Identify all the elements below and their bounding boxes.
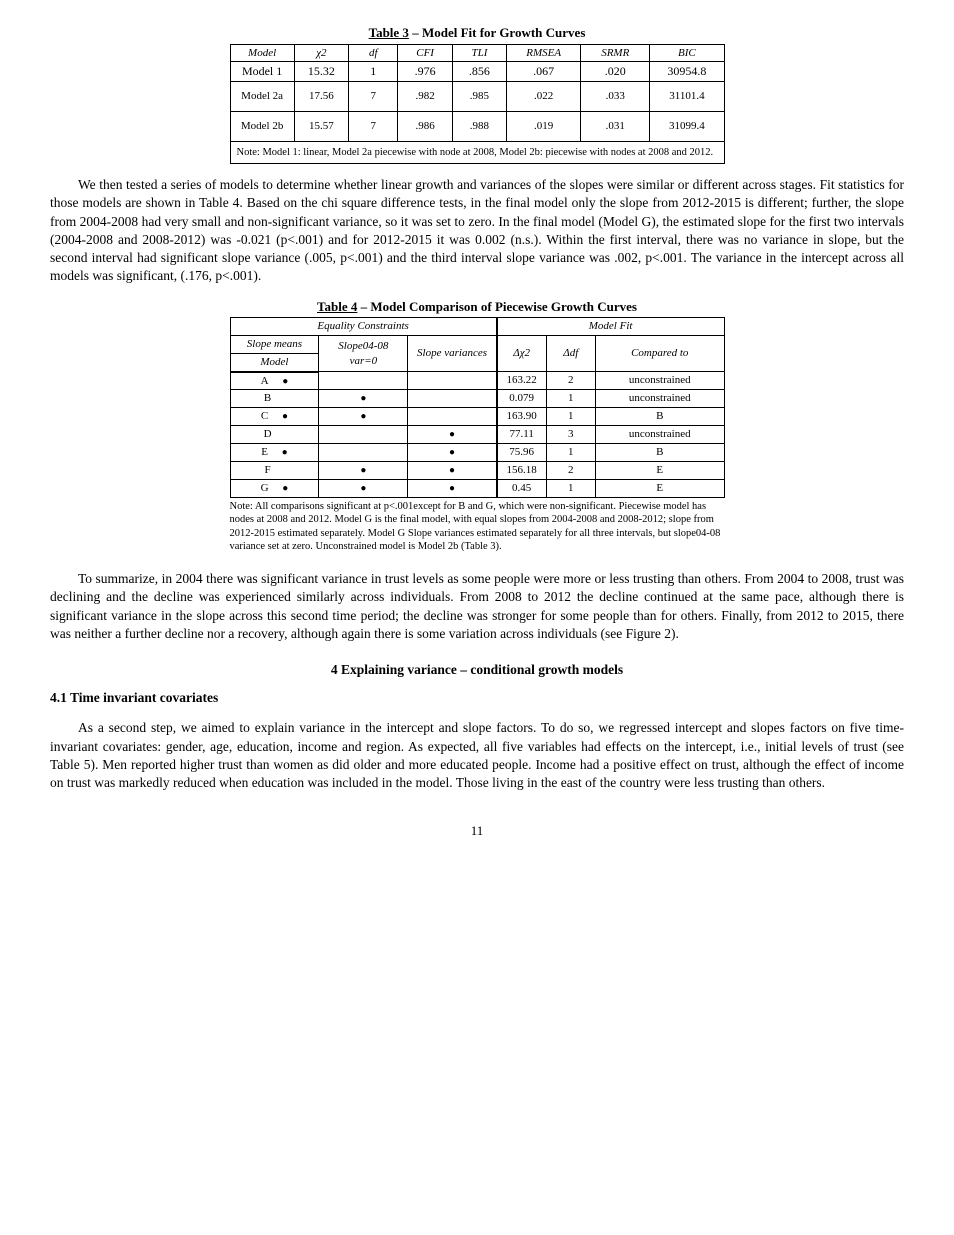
table3-row1: Model 115.321.976.856.067.02030954.8 [230, 62, 724, 81]
section-4-1-title: 4.1 Time invariant covariates [50, 689, 904, 707]
table4-sub-row1: Slope means Slope04-08 var=0 Slope varia… [230, 335, 724, 353]
t3-h3: CFI [398, 44, 452, 62]
t4-sr0: Δχ2 [497, 335, 546, 371]
paragraph-3: As a second step, we aimed to explain va… [50, 719, 904, 792]
table4-row: E ●●75.961B [230, 443, 724, 461]
t3-h5: RMSEA [507, 44, 581, 62]
t4-sr1: Δdf [546, 335, 595, 371]
section-4-title: 4 Explaining variance – conditional grow… [50, 661, 904, 679]
table4-row: B ●0.0791unconstrained [230, 390, 724, 408]
page-number: 11 [50, 822, 904, 840]
t3-h7: BIC [650, 44, 724, 62]
table4-row: D ●77.113unconstrained [230, 426, 724, 444]
table3-title: Table 3 – Model Fit for Growth Curves [50, 24, 904, 42]
t4-model-label: Model [230, 353, 319, 371]
table4-row: G ●●●0.451E [230, 479, 724, 497]
table4: Equality Constraints Model Fit Slope mea… [230, 317, 725, 497]
table4-footnote: Note: All comparisons significant at p<.… [230, 500, 725, 555]
table4-group-row: Equality Constraints Model Fit [230, 318, 724, 336]
paragraph-1: We then tested a series of models to det… [50, 176, 904, 285]
t3-h1: χ2 [294, 44, 348, 62]
table4-row: C ●●163.901B [230, 408, 724, 426]
table3-row2: Model 2a17.567.982.985.022.03331101.4 [230, 81, 724, 111]
table4-title-prefix: Table 4 [317, 299, 357, 314]
t4-sl0: Slope means [230, 335, 319, 353]
paragraph-2: To summarize, in 2004 there was signific… [50, 570, 904, 643]
table4-title: Table 4 – Model Comparison of Piecewise … [50, 298, 904, 316]
t4-sl1: Slope04-08 var=0 [319, 335, 408, 371]
t4-group-right: Model Fit [497, 318, 724, 336]
t4-sl2: Slope variances [408, 335, 497, 371]
t4-group-left: Equality Constraints [230, 318, 497, 336]
table3-title-rest: – Model Fit for Growth Curves [409, 25, 585, 40]
table3: Model χ2 df CFI TLI RMSEA SRMR BIC Model… [230, 44, 725, 165]
table4-title-rest: – Model Comparison of Piecewise Growth C… [357, 299, 637, 314]
table4-row: F ●●156.182E [230, 461, 724, 479]
table3-note: Note: Model 1: linear, Model 2a piecewis… [230, 141, 724, 164]
t3-h4: TLI [452, 44, 506, 62]
t4-sr2: Compared to [596, 335, 725, 371]
t3-h0: Model [230, 44, 294, 62]
table3-header-row: Model χ2 df CFI TLI RMSEA SRMR BIC [230, 44, 724, 62]
table4-row: A ●163.222unconstrained [230, 372, 724, 390]
table3-note-row: Note: Model 1: linear, Model 2a piecewis… [230, 141, 724, 164]
t3-h2: df [349, 44, 398, 62]
table3-row3: Model 2b15.577.986.988.019.03131099.4 [230, 111, 724, 141]
t3-h6: SRMR [581, 44, 650, 62]
table3-title-prefix: Table 3 [369, 25, 409, 40]
